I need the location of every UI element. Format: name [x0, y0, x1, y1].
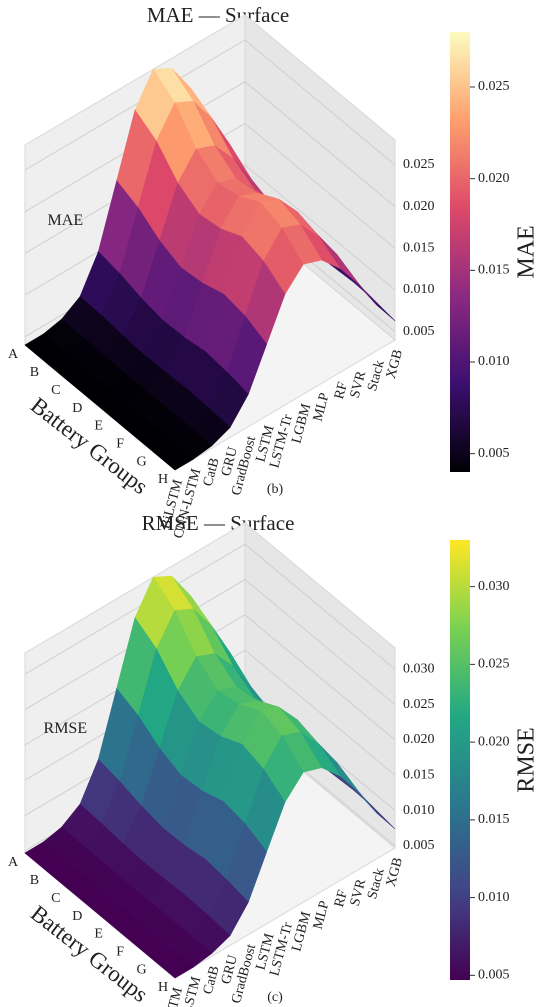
- x-tick-label: MLP: [311, 391, 333, 423]
- z-tick-label: 0.005: [403, 838, 435, 853]
- x-tick-label: CatB: [201, 456, 223, 488]
- colorbar-tick-label: 0.010: [478, 890, 510, 905]
- grid-line: [24, 122, 396, 254]
- grid-line: [24, 578, 396, 710]
- caption: (c): [267, 990, 283, 1005]
- colorbar-tick-label: 0.025: [478, 657, 510, 672]
- y-tick-label: B: [30, 873, 39, 888]
- y-tick-label: A: [8, 855, 19, 870]
- grid-line: [24, 39, 396, 171]
- z-tick-label: 0.025: [403, 697, 435, 712]
- x-tick-label: GRU: [219, 445, 241, 477]
- colorbar-tick-label: 0.030: [478, 579, 510, 594]
- grid-line: [24, 614, 396, 746]
- x-tick-label: LGBM: [289, 910, 314, 953]
- x-tick-label: LGBM: [289, 402, 314, 445]
- z-tick-label: 0.005: [403, 324, 435, 339]
- colorbar-tick-label: 0.015: [478, 263, 510, 278]
- colorbar-tick-label: 0.025: [478, 79, 510, 94]
- z-tick-label: 0.025: [403, 157, 435, 172]
- z-tick-label: 0.020: [403, 199, 435, 214]
- x-tick-label: MLP: [311, 899, 333, 931]
- chart-title: RMSE — Surface: [142, 511, 295, 535]
- grid-line: [24, 543, 396, 675]
- y-tick-label: D: [72, 909, 82, 924]
- x-tick-label: CatB: [201, 964, 223, 996]
- z-tick-label: 0.020: [403, 732, 435, 747]
- colorbar-tick-label: 0.005: [478, 968, 510, 983]
- y-tick-label: E: [94, 419, 103, 434]
- y-tick-label: C: [51, 383, 60, 398]
- surface-patch: [153, 440, 194, 471]
- z-axis-label: MAE: [48, 212, 84, 229]
- y-tick-label: A: [8, 347, 19, 362]
- y-tick-label: F: [116, 437, 124, 452]
- y-tick-label: G: [137, 962, 147, 977]
- chart-title: MAE — Surface: [147, 3, 289, 27]
- caption: (b): [267, 482, 284, 497]
- z-tick-label: 0.030: [403, 661, 435, 676]
- grid-line: [24, 649, 396, 781]
- colorbar-tick-label: 0.020: [478, 734, 510, 749]
- y-tick-label: E: [94, 927, 103, 942]
- y-tick-label: H: [158, 472, 168, 487]
- y-tick-label: B: [30, 365, 39, 380]
- y-tick-label: C: [51, 891, 60, 906]
- z-tick-label: 0.010: [403, 803, 435, 818]
- x-tick-label: RF: [332, 380, 351, 401]
- y-tick-label: D: [72, 401, 82, 416]
- x-tick-label: GRU: [219, 953, 241, 985]
- z-axis-label: RMSE: [44, 720, 88, 737]
- y-tick-label: G: [137, 454, 147, 469]
- x-tick-label: XGB: [384, 856, 406, 888]
- colorbar: [450, 32, 470, 472]
- colorbar-tick-label: 0.020: [478, 171, 510, 186]
- x-tick-label: RF: [332, 888, 351, 909]
- colorbar-tick-label: 0.005: [478, 446, 510, 461]
- colorbar-label: RMSE: [514, 727, 540, 792]
- x-tick-label: SVR: [348, 369, 370, 400]
- colorbar-tick-label: 0.015: [478, 812, 510, 827]
- grid-line: [24, 81, 396, 213]
- y-tick-label: F: [116, 945, 124, 960]
- surface-patch: [153, 948, 194, 979]
- y-tick-label: H: [158, 980, 168, 995]
- colorbar: [450, 540, 470, 980]
- z-tick-label: 0.010: [403, 282, 435, 297]
- colorbar-tick-label: 0.010: [478, 354, 510, 369]
- x-tick-label: XGB: [384, 348, 406, 380]
- z-tick-label: 0.015: [403, 241, 435, 256]
- x-tick-label: SVR: [348, 877, 370, 908]
- colorbar-label: MAE: [514, 225, 540, 278]
- z-tick-label: 0.015: [403, 767, 435, 782]
